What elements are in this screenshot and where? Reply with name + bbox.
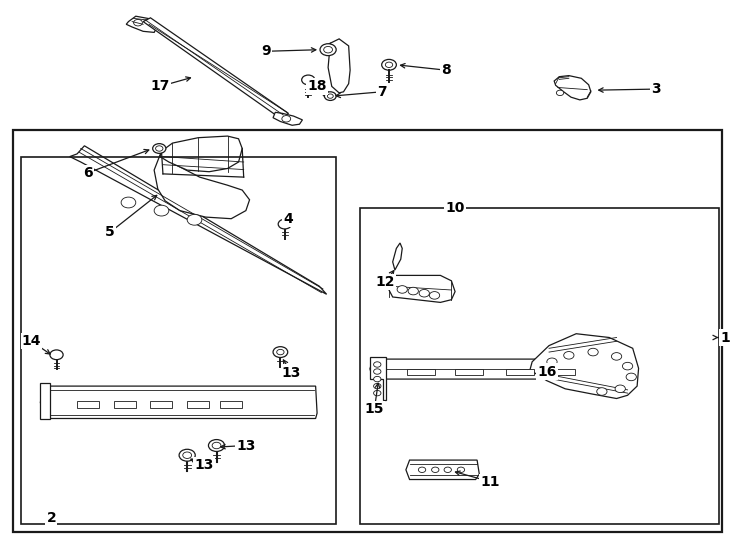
Text: 15: 15 <box>365 402 384 416</box>
Text: 7: 7 <box>377 85 387 99</box>
Circle shape <box>385 62 393 68</box>
Polygon shape <box>273 112 302 125</box>
Text: 14: 14 <box>22 334 41 348</box>
Circle shape <box>626 373 636 381</box>
Circle shape <box>183 452 192 458</box>
Circle shape <box>154 205 169 216</box>
Circle shape <box>134 19 142 26</box>
Circle shape <box>588 348 598 356</box>
Circle shape <box>187 214 202 225</box>
Circle shape <box>327 94 333 98</box>
Circle shape <box>277 349 284 355</box>
Circle shape <box>374 390 381 396</box>
Circle shape <box>457 467 465 472</box>
Polygon shape <box>160 136 242 172</box>
Circle shape <box>374 383 381 389</box>
Text: 17: 17 <box>150 79 170 93</box>
Polygon shape <box>393 243 402 270</box>
Circle shape <box>556 90 564 96</box>
Polygon shape <box>388 275 455 302</box>
Circle shape <box>282 116 291 122</box>
Circle shape <box>382 59 396 70</box>
Text: 8: 8 <box>441 63 451 77</box>
Polygon shape <box>70 146 327 294</box>
Polygon shape <box>370 359 620 379</box>
Circle shape <box>408 287 418 295</box>
Circle shape <box>597 388 607 395</box>
Polygon shape <box>406 460 479 480</box>
Text: 2: 2 <box>46 511 57 525</box>
Circle shape <box>374 376 381 382</box>
Bar <box>360 208 719 524</box>
Circle shape <box>324 92 336 100</box>
Text: 16: 16 <box>537 364 556 379</box>
Circle shape <box>564 352 574 359</box>
Bar <box>13 130 722 532</box>
Bar <box>21 157 336 524</box>
Text: 13: 13 <box>282 366 301 380</box>
Text: 6: 6 <box>83 166 93 180</box>
Circle shape <box>374 369 381 374</box>
Circle shape <box>320 44 336 56</box>
Text: 3: 3 <box>650 82 661 96</box>
Polygon shape <box>40 383 50 418</box>
Polygon shape <box>143 18 288 119</box>
Circle shape <box>302 75 315 85</box>
Circle shape <box>611 353 622 360</box>
Bar <box>77 401 99 408</box>
Circle shape <box>324 46 333 53</box>
Circle shape <box>418 467 426 472</box>
Text: 11: 11 <box>481 475 500 489</box>
Circle shape <box>156 146 163 151</box>
Polygon shape <box>154 151 250 219</box>
Bar <box>506 369 534 375</box>
Bar <box>455 369 483 375</box>
Circle shape <box>212 442 221 449</box>
Text: 10: 10 <box>446 201 465 215</box>
Text: 18: 18 <box>308 79 327 93</box>
Circle shape <box>121 197 136 208</box>
Circle shape <box>153 144 166 153</box>
Polygon shape <box>370 357 386 400</box>
Circle shape <box>444 467 451 472</box>
Circle shape <box>208 440 225 451</box>
Bar <box>407 369 435 375</box>
Bar <box>547 369 575 375</box>
Text: 1: 1 <box>720 330 730 345</box>
Polygon shape <box>328 39 350 93</box>
Polygon shape <box>554 76 591 100</box>
Circle shape <box>615 385 625 393</box>
Bar <box>150 401 172 408</box>
Circle shape <box>273 347 288 357</box>
Polygon shape <box>530 334 639 399</box>
Text: 13: 13 <box>195 458 214 472</box>
Polygon shape <box>40 386 317 418</box>
Bar <box>220 401 242 408</box>
Circle shape <box>50 350 63 360</box>
Circle shape <box>374 362 381 367</box>
Circle shape <box>432 467 439 472</box>
Circle shape <box>179 449 195 461</box>
Circle shape <box>547 358 557 366</box>
Bar <box>187 401 209 408</box>
Circle shape <box>429 292 440 299</box>
Text: 5: 5 <box>105 225 115 239</box>
Text: 13: 13 <box>236 438 255 453</box>
Circle shape <box>278 219 291 229</box>
Polygon shape <box>126 16 158 32</box>
Bar <box>114 401 136 408</box>
Text: 9: 9 <box>261 44 271 58</box>
Text: 12: 12 <box>376 275 395 289</box>
Circle shape <box>622 362 633 370</box>
Circle shape <box>419 289 429 297</box>
Circle shape <box>397 286 407 293</box>
Text: 4: 4 <box>283 212 294 226</box>
